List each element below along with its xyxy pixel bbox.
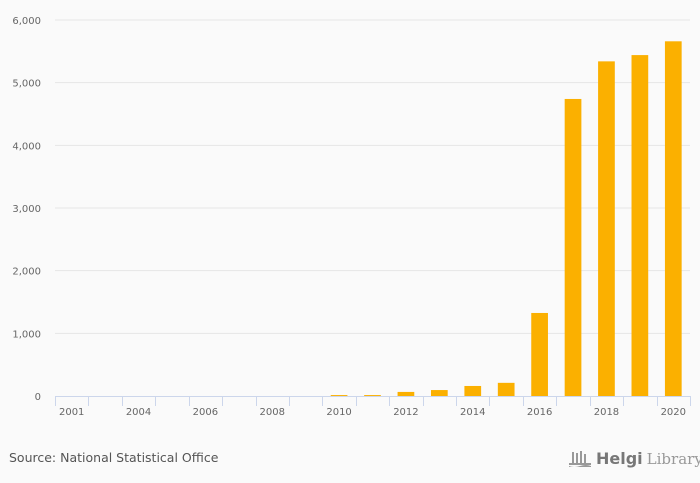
x-tick-label: 2018 — [594, 407, 619, 418]
bar-2020 — [664, 41, 682, 396]
x-tick-label: 2001 — [59, 407, 84, 418]
x-tick-label: 2020 — [661, 407, 686, 418]
y-tick-label: 0 — [35, 392, 41, 403]
bar-2010 — [330, 395, 348, 396]
x-tick-label: 2016 — [527, 407, 552, 418]
bar-2012 — [397, 391, 415, 396]
y-tick-label: 1,000 — [12, 329, 41, 340]
logo-text-light: Library. — [646, 449, 700, 468]
library-logo-icon — [569, 450, 591, 467]
source-note: Source: National Statistical Office — [9, 450, 219, 465]
bar-2011 — [364, 395, 381, 396]
bar-2016 — [531, 312, 548, 396]
y-tick-label: 4,000 — [12, 141, 41, 152]
bar-2015 — [497, 382, 515, 396]
bar-2017 — [564, 98, 582, 397]
x-tick-label: 2008 — [260, 407, 285, 418]
bar-chart: 0 1,000 2,000 3,000 4,000 5,000 6,000 2001 2004 2… — [12, 16, 691, 418]
y-tick-label: 5,000 — [12, 79, 41, 90]
bar-2019 — [631, 55, 649, 397]
x-tick-label: 2004 — [126, 407, 151, 418]
x-tick-label: 2012 — [393, 407, 418, 418]
logo-text-bold: Helgi — [596, 449, 643, 468]
y-tick-label: 6,000 — [12, 16, 41, 27]
bar-2018 — [598, 61, 615, 397]
y-tick-label: 2,000 — [12, 267, 41, 278]
x-tick-label: 2014 — [460, 407, 485, 418]
x-tick-label: 2006 — [193, 407, 218, 418]
x-tick-label: 2010 — [326, 407, 351, 418]
y-tick-label: 3,000 — [12, 204, 41, 215]
bar-2014 — [464, 385, 482, 396]
helgi-library-logo[interactable]: Helgi Library. — [568, 449, 700, 468]
bar-2013 — [430, 390, 448, 396]
